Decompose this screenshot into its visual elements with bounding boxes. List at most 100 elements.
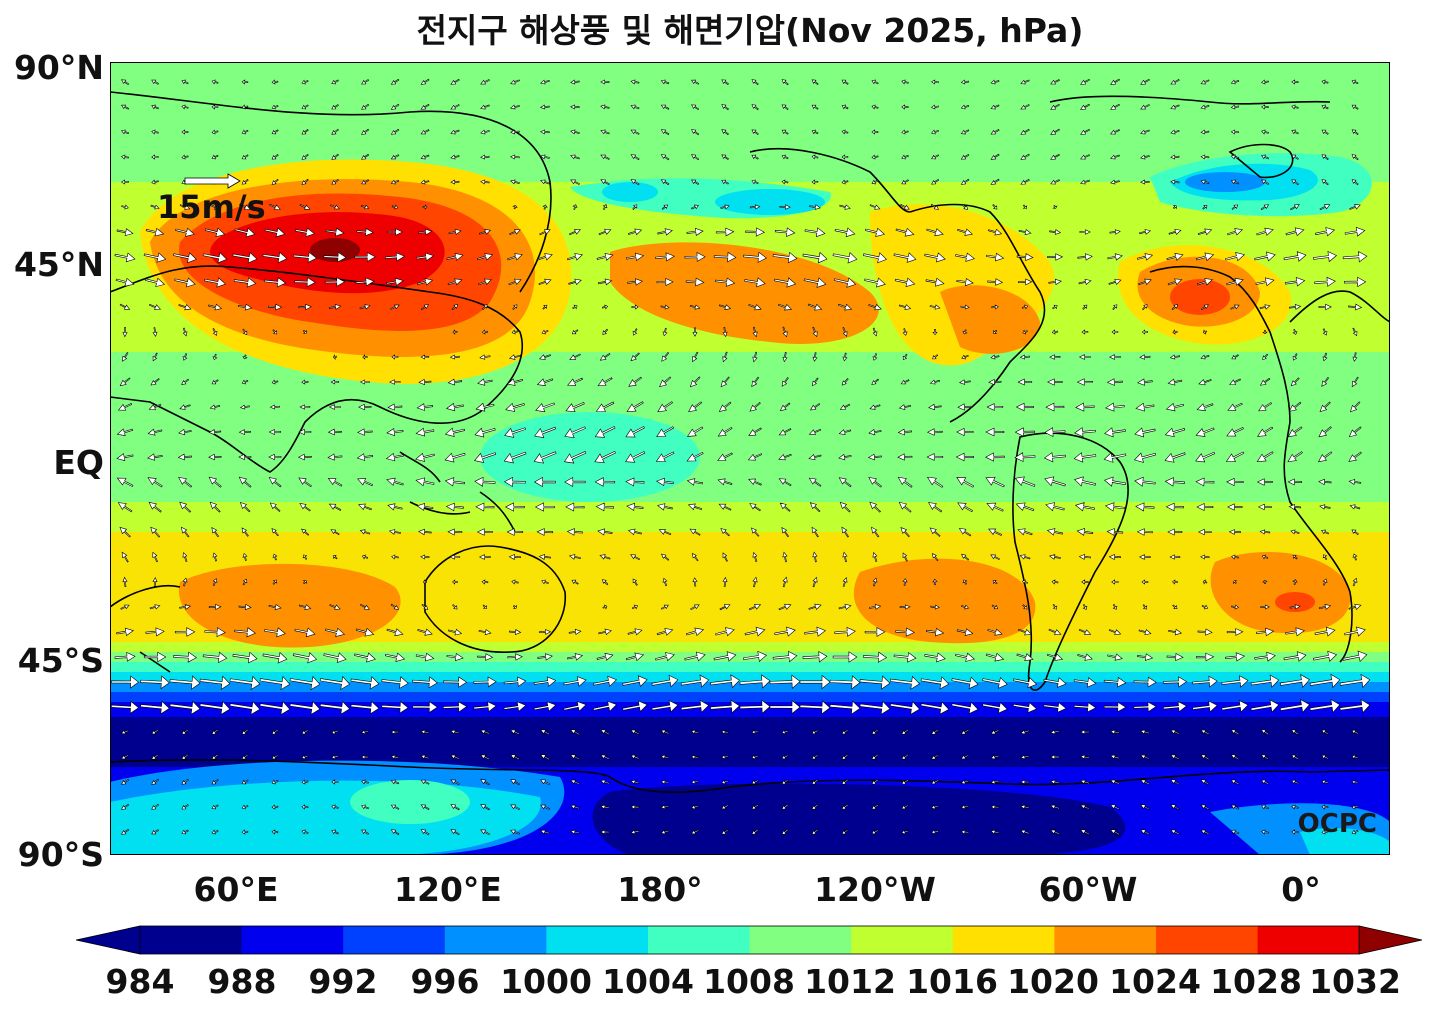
wind-vector-arrow: [330, 204, 340, 210]
wind-vector-arrow: [660, 779, 670, 785]
wind-vector-arrow: [960, 804, 970, 810]
wind-vector-arrow: [1167, 378, 1183, 386]
wind-vector-arrow: [541, 329, 549, 335]
wind-vector-arrow: [289, 675, 321, 691]
wind-vector-arrow: [1169, 354, 1181, 360]
wind-vector-arrow: [721, 104, 729, 111]
wind-vector-arrow: [1260, 204, 1270, 211]
wind-vector-arrow: [799, 674, 831, 690]
wind-vector-arrow: [926, 453, 944, 461]
wind-vector-arrow: [1110, 103, 1120, 110]
wind-vector-arrow: [1110, 779, 1120, 785]
wind-vector-arrow: [597, 377, 613, 387]
wind-vector-arrow: [301, 79, 309, 85]
wind-vector-arrow: [956, 477, 975, 488]
wind-vector-arrow: [839, 204, 851, 210]
wind-vector-arrow: [211, 804, 219, 810]
wind-vector-arrow: [512, 304, 518, 310]
wind-vector-arrow: [1342, 250, 1368, 263]
wind-vector-arrow: [811, 377, 819, 387]
wind-vector-arrow: [1022, 329, 1028, 335]
wind-vector-arrow: [871, 829, 879, 835]
wind-vector-arrow: [782, 551, 788, 563]
wind-vector-arrow: [1200, 354, 1210, 360]
wind-vector-arrow: [956, 427, 974, 437]
wind-vector-arrow: [1073, 452, 1097, 463]
wind-vector-arrow: [182, 577, 188, 587]
wind-vector-arrow: [1044, 476, 1066, 487]
wind-vector-arrow: [686, 451, 704, 462]
wind-vector-arrow: [1352, 577, 1358, 587]
wind-vector-arrow: [480, 779, 490, 786]
wind-vector-arrow: [747, 453, 763, 461]
wind-vector-arrow: [117, 502, 133, 513]
wind-vector-arrow: [928, 403, 942, 411]
wind-vector-arrow: [772, 251, 798, 264]
wind-vector-arrow: [1080, 179, 1090, 185]
wind-vector-arrow: [808, 603, 822, 611]
wind-vector-arrow: [294, 627, 316, 638]
wind-vector-arrow: [748, 478, 762, 486]
wind-vector-arrow: [1134, 427, 1156, 438]
wind-vector-arrow: [1196, 403, 1214, 412]
wind-vector-arrow: [268, 477, 282, 488]
wind-vector-arrow: [450, 104, 460, 110]
wind-vector-arrow: [592, 700, 618, 712]
wind-vector-arrow: [1050, 729, 1060, 735]
wind-vector-arrow: [390, 729, 399, 735]
wind-vector-arrow: [1228, 529, 1241, 535]
wind-vector-arrow: [542, 204, 548, 210]
wind-vector-arrow: [960, 754, 970, 760]
wind-vector-arrow: [359, 304, 371, 310]
wind-vector-arrow: [1015, 402, 1034, 412]
wind-vector-arrow: [354, 251, 376, 263]
wind-vector-arrow: [1080, 804, 1090, 810]
wind-vector-arrow: [932, 328, 938, 336]
wind-vector-arrow: [570, 779, 580, 785]
wind-vector-arrow: [1172, 579, 1178, 585]
wind-vector-arrow: [1351, 804, 1359, 810]
wind-vector-arrow: [718, 503, 732, 511]
wind-vector-arrow: [151, 154, 159, 160]
wind-vector-arrow: [505, 402, 525, 412]
wind-vector-arrow: [751, 527, 760, 537]
wind-vector-arrow: [415, 652, 435, 662]
wind-vector-arrow: [601, 304, 609, 310]
wind-vector-arrow: [415, 452, 435, 462]
wind-vector-arrow: [452, 579, 458, 585]
wind-vector-arrow: [1344, 226, 1366, 237]
wind-vector-arrow: [1164, 452, 1186, 463]
wind-vector-arrow: [872, 327, 878, 337]
wind-vector-arrow: [181, 129, 189, 135]
wind-vector-arrow: [355, 627, 375, 637]
wind-vector-arrow: [1142, 604, 1148, 610]
wind-vector-arrow: [691, 829, 700, 835]
wind-vector-arrow: [1262, 353, 1269, 360]
wind-vector-arrow: [390, 779, 400, 785]
wind-vector-arrow: [1080, 754, 1090, 760]
wind-vector-arrow: [680, 699, 710, 713]
wind-vector-arrow: [179, 604, 192, 610]
wind-vector-arrow: [1262, 579, 1268, 585]
wind-vector-arrow: [1075, 402, 1095, 412]
wind-vector-arrow: [931, 154, 940, 160]
wind-vector-arrow: [229, 675, 261, 691]
wind-vector-arrow: [239, 502, 251, 513]
wind-vector-arrow: [536, 378, 554, 386]
wind-vector-arrow: [1140, 754, 1150, 760]
wind-vector-arrow: [660, 104, 670, 110]
wind-vector-arrow: [1351, 104, 1359, 110]
wind-vector-arrow: [182, 551, 188, 562]
colorbar-label: 1008: [703, 962, 795, 1001]
wind-vector-arrow: [510, 179, 520, 185]
wind-vector-arrow: [1321, 829, 1329, 835]
wind-vector-arrow: [1195, 451, 1216, 463]
wind-vector-arrow: [1050, 804, 1060, 810]
wind-vector-arrow: [841, 129, 849, 135]
wind-vector-arrow: [929, 379, 941, 385]
wind-vector-arrow: [121, 204, 129, 210]
wind-vector-arrow: [1291, 829, 1299, 835]
wind-vector-arrow: [503, 476, 526, 488]
wind-vector-arrow: [957, 228, 973, 236]
wind-vector-arrow: [1261, 554, 1269, 560]
